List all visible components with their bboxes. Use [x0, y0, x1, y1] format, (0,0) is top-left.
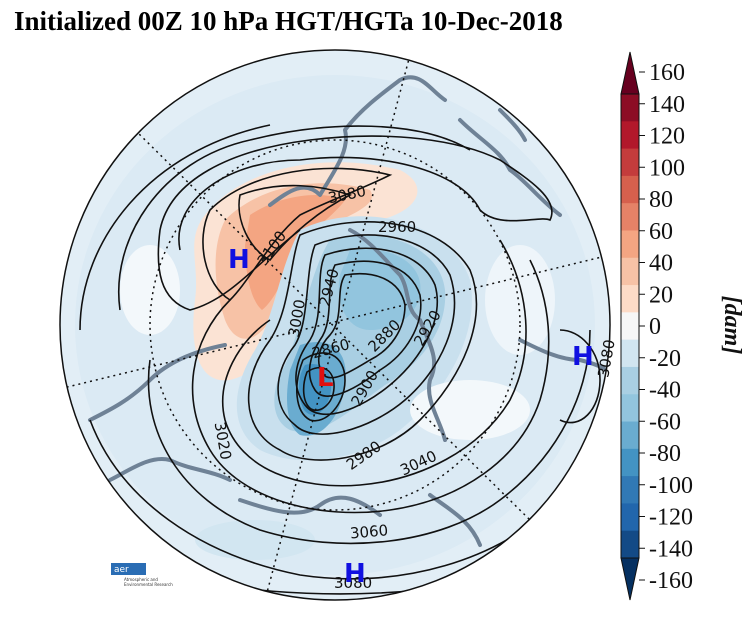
- colorbar-swatch: [621, 312, 639, 341]
- colorbar-swatch: [621, 148, 639, 177]
- contour-label: 3060: [349, 521, 389, 542]
- colorbar-tick-label: -20: [649, 346, 681, 372]
- colorbar-extend-min: [620, 557, 640, 601]
- colorbar-tick-label: 100: [649, 155, 685, 181]
- map-boundary: [59, 49, 611, 601]
- colorbar-unit: [dam]: [719, 296, 745, 355]
- logo-line1: Atmospheric and: [124, 577, 158, 582]
- map-title: Initialized 00Z 10 hPa HGT/HGTa 10-Dec-2…: [14, 6, 563, 36]
- colorbar-tick-label: 140: [649, 92, 685, 118]
- colorbar-swatch: [621, 285, 639, 313]
- colorbar-swatch: [621, 530, 639, 559]
- colorbar-tick-label: -140: [649, 536, 693, 562]
- colorbar-ticks: 160 140 120 100 80 60 40 20 0 -20 -40 -60 -80 -100 -12…: [639, 60, 693, 594]
- colorbar-swatch: [621, 94, 639, 122]
- colorbar-tick-label: 120: [649, 124, 685, 150]
- colorbar-tick-label: 160: [649, 60, 685, 86]
- logo-line2: Environmental Research: [124, 582, 173, 587]
- colorbar-extend-max: [620, 51, 640, 95]
- colorbar-tick-label: -160: [649, 568, 693, 594]
- colorbar-swatch: [621, 257, 639, 286]
- colorbar: [620, 51, 640, 601]
- colorbar-swatch: [621, 503, 639, 532]
- colorbar-tick-label: -80: [649, 441, 681, 467]
- high-marker: H: [344, 559, 366, 589]
- colorbar-tick-label: -40: [649, 378, 681, 404]
- contour-label: 3080: [334, 574, 372, 592]
- low-marker: L: [317, 363, 334, 393]
- high-marker: H: [572, 342, 594, 372]
- colorbar-swatch: [621, 175, 639, 204]
- colorbar-swatch: [621, 339, 639, 368]
- colorbar-tick-label: 20: [649, 282, 673, 308]
- colorbar-swatch: [621, 421, 639, 450]
- anomaly-field: [60, 50, 610, 600]
- colorbar-swatch: [621, 203, 639, 231]
- colorbar-swatch: [621, 394, 639, 423]
- colorbar-tick-label: 60: [649, 219, 673, 245]
- logo-name: aer: [114, 565, 129, 575]
- colorbar-swatch: [621, 366, 639, 395]
- colorbar-tick-label: 80: [649, 187, 673, 213]
- colorbar-swatch: [621, 448, 639, 477]
- colorbar-swatch: [621, 476, 639, 504]
- contour-label: 2960: [378, 218, 416, 236]
- colorbar-tick-label: -120: [649, 505, 693, 531]
- aer-logo: aer Atmospheric and Environmental Resear…: [111, 563, 173, 587]
- colorbar-swatch: [621, 121, 639, 150]
- colorbar-tick-label: -60: [649, 409, 681, 435]
- colorbar-tick-label: -100: [649, 473, 693, 499]
- colorbar-swatch: [621, 230, 639, 259]
- pressure-centers: H L H H: [228, 245, 594, 589]
- colorbar-tick-label: 0: [649, 314, 661, 340]
- high-marker: H: [228, 245, 250, 275]
- colorbar-tick-label: 40: [649, 251, 673, 277]
